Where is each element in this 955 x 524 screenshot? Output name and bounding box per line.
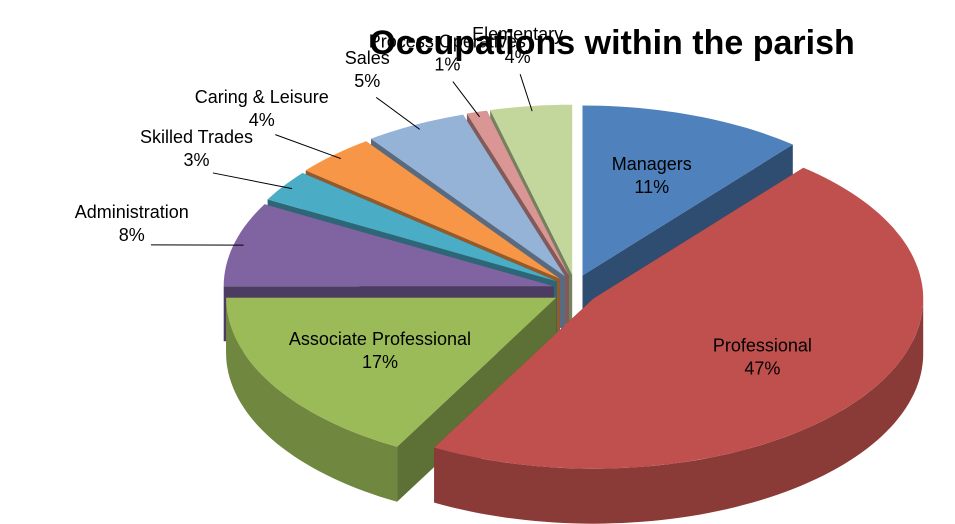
slice-top bbox=[223, 204, 554, 287]
slice-top bbox=[434, 167, 924, 469]
leader-line bbox=[275, 134, 341, 160]
slice-value-label: 17% bbox=[362, 352, 398, 372]
slice-value-label: 4% bbox=[505, 47, 531, 67]
slice-label: Associate Professional bbox=[289, 329, 471, 349]
slice-top bbox=[371, 114, 565, 277]
slice-top bbox=[490, 104, 573, 275]
leader-line bbox=[519, 74, 533, 112]
slice-label: Caring & Leisure bbox=[195, 87, 329, 107]
slice-label: Managers bbox=[612, 154, 692, 174]
slice bbox=[434, 167, 924, 524]
slice-value-label: 4% bbox=[249, 110, 275, 130]
slice-top bbox=[226, 297, 557, 447]
chart-title: Occupations within the parish bbox=[369, 24, 855, 62]
slice-value-label: 1% bbox=[434, 54, 460, 74]
slice-value-label: 47% bbox=[744, 359, 780, 379]
slice-label: Elementary bbox=[472, 24, 563, 44]
slice-label: Skilled Trades bbox=[140, 127, 253, 147]
slice-top bbox=[267, 173, 557, 282]
slice-value-label: 11% bbox=[634, 177, 669, 197]
slice-top bbox=[466, 110, 569, 276]
slice-label: Professional bbox=[713, 336, 812, 356]
leader-line bbox=[375, 97, 420, 130]
slice-top bbox=[582, 105, 793, 276]
slice-label: Process Operatives bbox=[369, 31, 526, 51]
slice-top bbox=[305, 141, 560, 279]
slice-value-label: 3% bbox=[184, 150, 210, 170]
slice-value-label: 5% bbox=[354, 71, 380, 91]
slice-label: Sales bbox=[345, 48, 390, 68]
slice-value-label: 8% bbox=[119, 225, 145, 245]
leader-line bbox=[212, 172, 293, 190]
slice-wall bbox=[226, 297, 398, 502]
slice-wall bbox=[434, 298, 924, 524]
slice-label: Administration bbox=[75, 202, 189, 222]
leader-line bbox=[452, 81, 480, 118]
